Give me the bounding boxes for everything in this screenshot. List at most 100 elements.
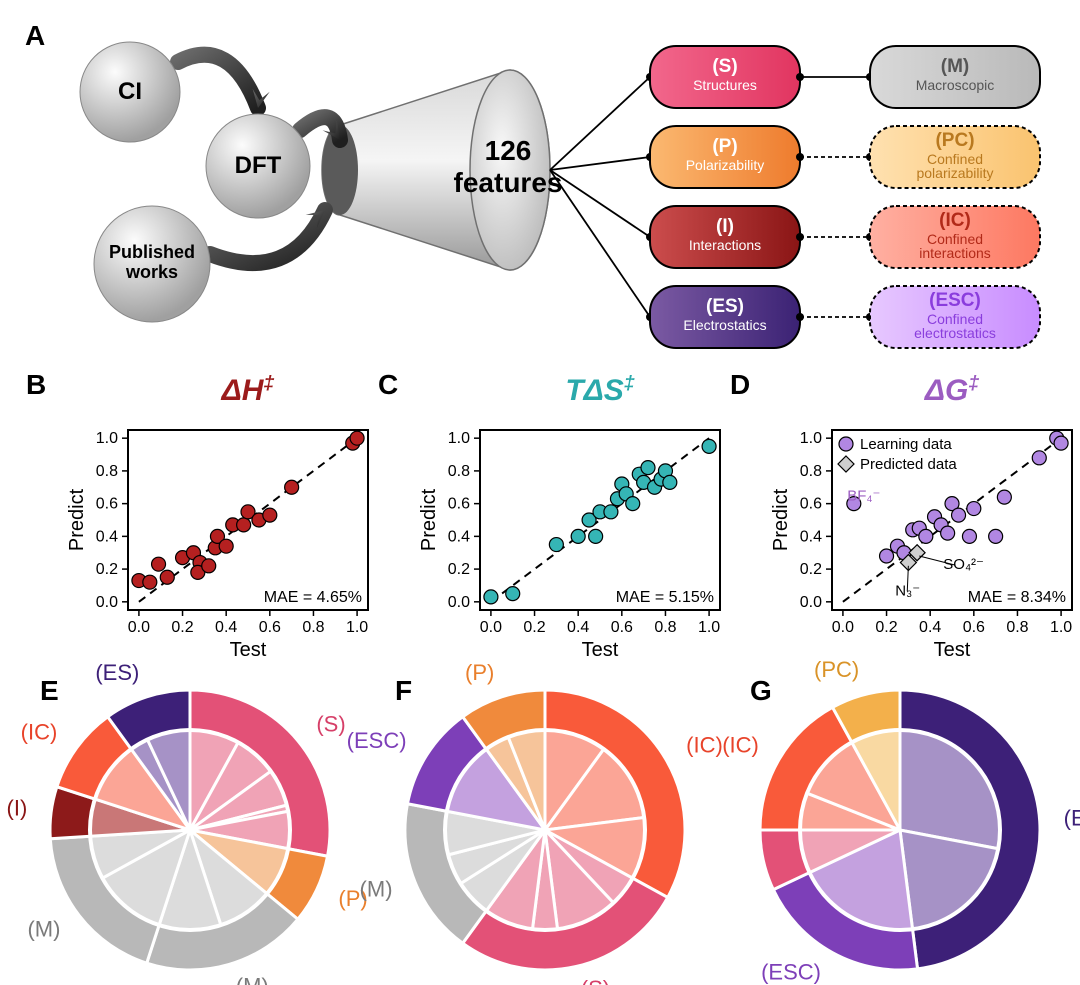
- category-code: (P): [712, 136, 737, 157]
- ytick-label: 1.0: [448, 430, 470, 447]
- data-point: [962, 529, 976, 543]
- data-point: [941, 526, 955, 540]
- data-point: [1032, 451, 1046, 465]
- mae-text: MAE = 4.65%: [264, 589, 362, 606]
- connector-line: [550, 170, 650, 317]
- data-point: [484, 590, 498, 604]
- xtick-label: 0.6: [611, 619, 633, 636]
- mae-text: MAE = 8.34%: [968, 589, 1066, 606]
- arrow: [300, 117, 340, 140]
- pie-panel: F(IC)(S)(M)(ESC)(P): [347, 660, 723, 985]
- x-axis-label: Test: [582, 639, 619, 661]
- category-name: Macroscopic: [916, 77, 995, 93]
- ytick-label: 0.2: [800, 561, 822, 578]
- category-name: Interactions: [689, 237, 761, 253]
- panel-letter: E: [40, 675, 59, 706]
- source-label: CI: [118, 78, 142, 105]
- xtick-label: 1.0: [698, 619, 720, 636]
- xtick-label: 0.4: [215, 619, 237, 636]
- data-point: [880, 549, 894, 563]
- xtick-label: 0.0: [128, 619, 150, 636]
- pie-label: (ESC): [761, 960, 821, 985]
- pie-label: (ES): [1064, 806, 1080, 831]
- ytick-label: 0.6: [96, 496, 118, 513]
- connector-dot: [796, 233, 804, 241]
- connector-line: [550, 170, 650, 237]
- category-name: Confinedpolarizability: [916, 151, 993, 181]
- ytick-label: 0.2: [448, 561, 470, 578]
- category-pill: (S)Structures: [650, 46, 800, 108]
- source-label: DFT: [235, 152, 282, 179]
- points-group: [132, 431, 364, 589]
- category-pill: (P)Polarizability: [650, 126, 800, 188]
- category-name: Polarizability: [686, 157, 765, 173]
- pie-panel: G(ES)(ESC)(IC)(PC): [722, 657, 1080, 985]
- ytick-label: 0.4: [800, 528, 822, 545]
- data-point: [143, 575, 157, 589]
- data-point: [152, 557, 166, 571]
- xtick-label: 0.0: [832, 619, 854, 636]
- xtick-label: 0.8: [1006, 619, 1028, 636]
- pie-label: (M): [236, 973, 269, 985]
- xtick-label: 0.4: [919, 619, 941, 636]
- category-name: Electrostatics: [683, 317, 766, 333]
- panel-title: ΔG‡: [924, 372, 979, 407]
- data-point: [641, 461, 655, 475]
- xtick-label: 0.6: [259, 619, 281, 636]
- y-axis-label: Predict: [770, 488, 792, 551]
- xtick-label: 0.2: [875, 619, 897, 636]
- data-point: [549, 538, 563, 552]
- scatter-panel: BΔH‡0.00.00.20.20.40.40.60.60.80.81.01.0…: [26, 369, 368, 661]
- category-code: (M): [941, 56, 969, 77]
- data-point: [219, 539, 233, 553]
- xtick-label: 0.0: [480, 619, 502, 636]
- pie-label: (ES): [95, 660, 139, 685]
- data-point: [202, 559, 216, 573]
- category-pill: (PC)Confinedpolarizability: [870, 126, 1040, 188]
- data-point: [626, 497, 640, 511]
- pie-label: (S): [581, 976, 610, 985]
- data-point: [604, 505, 618, 519]
- pie-label: (IC): [686, 733, 723, 758]
- ytick-label: 0.6: [800, 496, 822, 513]
- data-point: [989, 529, 1003, 543]
- points-group: [484, 439, 716, 604]
- data-point: [997, 490, 1011, 504]
- data-point: [506, 587, 520, 601]
- identity-line: [491, 438, 709, 602]
- pie-label: (ESC): [347, 728, 407, 753]
- category-code: (I): [716, 216, 734, 237]
- arrow: [210, 210, 325, 263]
- category-pill: (ESC)Confinedelectrostatics: [870, 286, 1040, 348]
- connector-dot: [796, 73, 804, 81]
- annotation-text: BF₄⁻: [847, 487, 880, 504]
- data-point: [237, 518, 251, 532]
- panel-letter: F: [395, 675, 412, 706]
- legend: Learning data Predicted data: [838, 436, 957, 473]
- pie-label: (M): [27, 917, 60, 942]
- mae-text: MAE = 5.15%: [616, 589, 714, 606]
- xtick-label: 1.0: [1050, 619, 1072, 636]
- panel-title: ΔH‡: [221, 372, 275, 407]
- y-axis-label: Predict: [66, 488, 88, 551]
- legend-learning: Learning data: [860, 436, 952, 453]
- connector-line: [550, 157, 650, 170]
- category-code: (PC): [935, 130, 974, 151]
- category-code: (IC): [939, 210, 971, 231]
- connector-dot: [796, 153, 804, 161]
- category-pill: (M)Macroscopic: [870, 46, 1040, 108]
- pie-label: (S): [316, 711, 345, 736]
- pie-label: (P): [465, 660, 494, 685]
- pie-label: (IC): [722, 733, 759, 758]
- category-pill: (IC)Confinedinteractions: [870, 206, 1040, 268]
- data-point: [350, 431, 364, 445]
- data-point: [919, 529, 933, 543]
- legend-predicted: Predicted data: [860, 456, 957, 473]
- ytick-label: 1.0: [96, 430, 118, 447]
- data-point: [160, 570, 174, 584]
- scatter-panel: CTΔS‡0.00.00.20.20.40.40.60.60.80.81.01.…: [378, 369, 720, 661]
- xtick-label: 0.2: [523, 619, 545, 636]
- data-point: [663, 475, 677, 489]
- x-axis-label: Test: [934, 639, 971, 661]
- data-point: [967, 502, 981, 516]
